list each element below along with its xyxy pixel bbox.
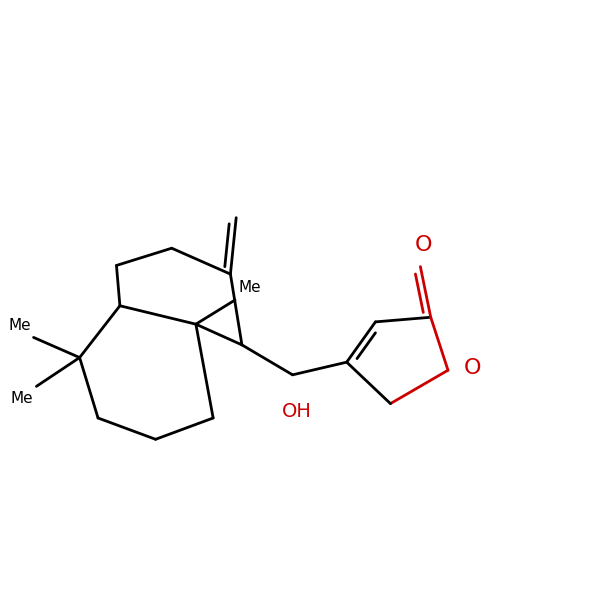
Text: O: O (415, 235, 432, 255)
Text: Me: Me (11, 391, 34, 406)
Text: Me: Me (238, 280, 261, 295)
Text: O: O (464, 358, 482, 378)
Text: OH: OH (282, 403, 312, 421)
Text: Me: Me (8, 318, 31, 333)
